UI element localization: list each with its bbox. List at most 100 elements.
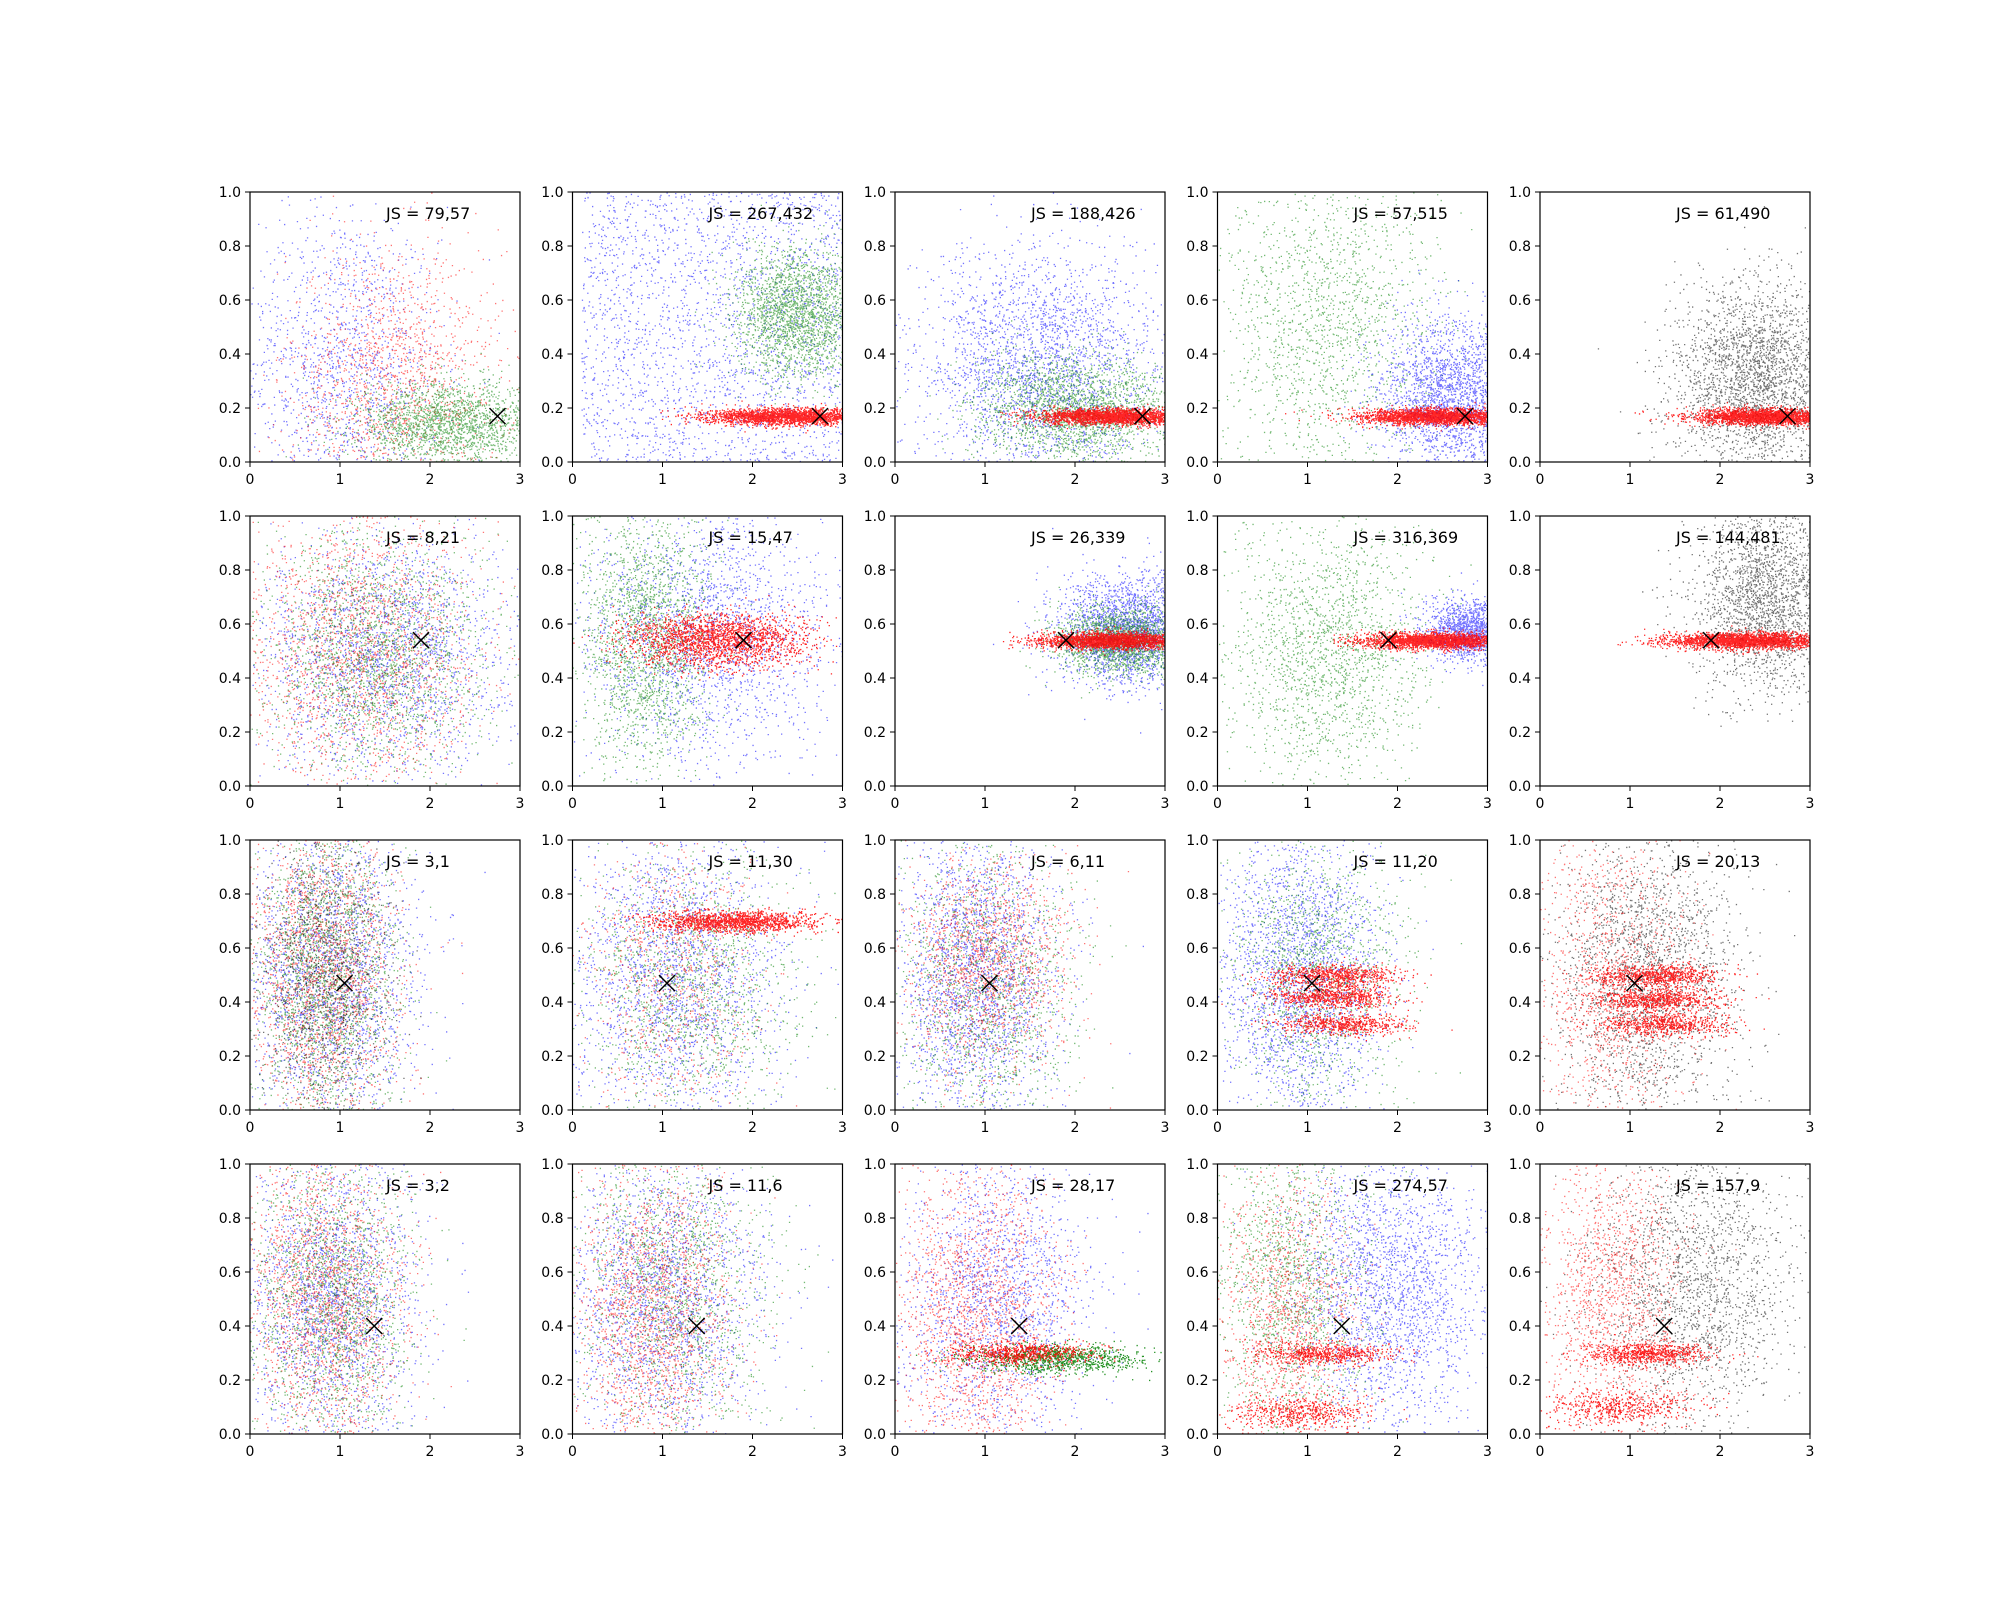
x-tick-label: 3 [1483,1120,1492,1136]
y-tick-label: 0.0 [541,1427,563,1443]
x-tick-label: 0 [568,1444,577,1460]
x-tick-label: 3 [838,1444,847,1460]
x-tick-label: 2 [1393,1444,1402,1460]
x-tick-label: 2 [426,1444,435,1460]
x-tick-label: 2 [1071,1444,1080,1460]
js-label: JS = 11,30 [708,852,793,871]
y-tick-label: 0.8 [1509,563,1531,579]
y-tick-label: 0.4 [864,671,886,687]
js-label: JS = 28,17 [1030,1176,1115,1195]
y-tick-label: 0.4 [864,347,886,363]
y-tick-label: 1.0 [1509,1157,1531,1173]
y-tick-label: 0.6 [219,1265,241,1281]
y-tick-label: 1.0 [1509,509,1531,525]
y-tick-label: 1.0 [1186,509,1208,525]
y-tick-label: 1.0 [864,185,886,201]
y-tick-label: 0.6 [864,1265,886,1281]
y-tick-label: 0.6 [541,941,563,957]
y-tick-label: 0.8 [1186,1211,1208,1227]
y-tick-label: 0.6 [1186,617,1208,633]
y-tick-label: 0.2 [219,401,241,417]
x-tick-label: 1 [336,1120,345,1136]
x-tick-label: 1 [1303,1120,1312,1136]
x-tick-label: 0 [246,796,255,812]
y-tick-label: 0.4 [541,1319,563,1335]
y-tick-label: 0.8 [1509,887,1531,903]
y-tick-label: 0.2 [541,401,563,417]
x-tick-label: 2 [1393,1120,1402,1136]
x-tick-label: 3 [516,1444,525,1460]
js-label: JS = 6,11 [1030,852,1105,871]
js-label: JS = 144,481 [1675,528,1781,547]
x-tick-label: 0 [1536,1444,1545,1460]
y-tick-label: 0.8 [541,239,563,255]
y-tick-label: 0.0 [541,455,563,471]
x-tick-label: 1 [658,1444,667,1460]
x-tick-label: 1 [658,796,667,812]
x-tick-label: 2 [1071,796,1080,812]
y-tick-label: 0.0 [219,779,241,795]
y-tick-label: 0.8 [541,563,563,579]
js-label: JS = 157,9 [1675,1176,1760,1195]
x-tick-label: 1 [981,1444,990,1460]
x-tick-label: 3 [1161,796,1170,812]
y-tick-label: 0.6 [864,617,886,633]
x-tick-label: 0 [568,1120,577,1136]
x-tick-label: 2 [1716,1120,1725,1136]
js-label: JS = 11,20 [1353,852,1438,871]
y-tick-label: 1.0 [864,1157,886,1173]
x-tick-label: 1 [1303,472,1312,488]
y-tick-label: 1.0 [1186,1157,1208,1173]
y-tick-label: 0.0 [1509,455,1531,471]
y-tick-label: 0.0 [1509,1427,1531,1443]
y-tick-label: 0.2 [219,725,241,741]
y-tick-label: 0.2 [1509,401,1531,417]
y-tick-label: 0.0 [219,1103,241,1119]
y-tick-label: 0.8 [1509,1211,1531,1227]
x-tick-label: 1 [336,472,345,488]
y-tick-label: 0.0 [1509,779,1531,795]
y-tick-label: 0.6 [541,1265,563,1281]
y-tick-label: 0.8 [864,1211,886,1227]
y-tick-label: 0.4 [219,671,241,687]
js-label: JS = 3,2 [385,1176,450,1195]
x-tick-label: 0 [246,1120,255,1136]
y-tick-label: 1.0 [1509,185,1531,201]
x-tick-label: 0 [568,472,577,488]
y-tick-label: 0.0 [1186,779,1208,795]
x-tick-label: 3 [1806,796,1815,812]
y-tick-label: 0.0 [1186,455,1208,471]
x-tick-label: 0 [1213,1120,1222,1136]
x-tick-label: 1 [336,796,345,812]
y-tick-label: 0.2 [864,1373,886,1389]
x-tick-label: 2 [1716,472,1725,488]
x-tick-label: 0 [1213,1444,1222,1460]
x-tick-label: 2 [748,796,757,812]
y-tick-label: 0.2 [1186,1049,1208,1065]
js-label: JS = 316,369 [1353,528,1459,547]
y-tick-label: 1.0 [219,1157,241,1173]
x-tick-label: 1 [981,472,990,488]
y-tick-label: 0.2 [541,1373,563,1389]
js-label: JS = 20,13 [1675,852,1760,871]
y-tick-label: 1.0 [864,833,886,849]
y-tick-label: 0.8 [219,1211,241,1227]
x-tick-label: 1 [658,1120,667,1136]
y-tick-label: 0.0 [1186,1103,1208,1119]
x-tick-label: 0 [568,796,577,812]
y-tick-label: 0.6 [1186,293,1208,309]
y-tick-label: 0.2 [219,1049,241,1065]
x-tick-label: 3 [1806,1120,1815,1136]
y-tick-label: 0.2 [1186,1373,1208,1389]
y-tick-label: 0.2 [219,1373,241,1389]
y-tick-label: 1.0 [541,1157,563,1173]
x-tick-label: 0 [1536,796,1545,812]
x-tick-label: 1 [1626,472,1635,488]
x-tick-label: 3 [1806,1444,1815,1460]
x-tick-label: 1 [981,796,990,812]
y-tick-label: 0.6 [1509,617,1531,633]
x-tick-label: 2 [426,472,435,488]
x-tick-label: 3 [838,1120,847,1136]
y-tick-label: 0.0 [864,779,886,795]
x-tick-label: 0 [1536,472,1545,488]
